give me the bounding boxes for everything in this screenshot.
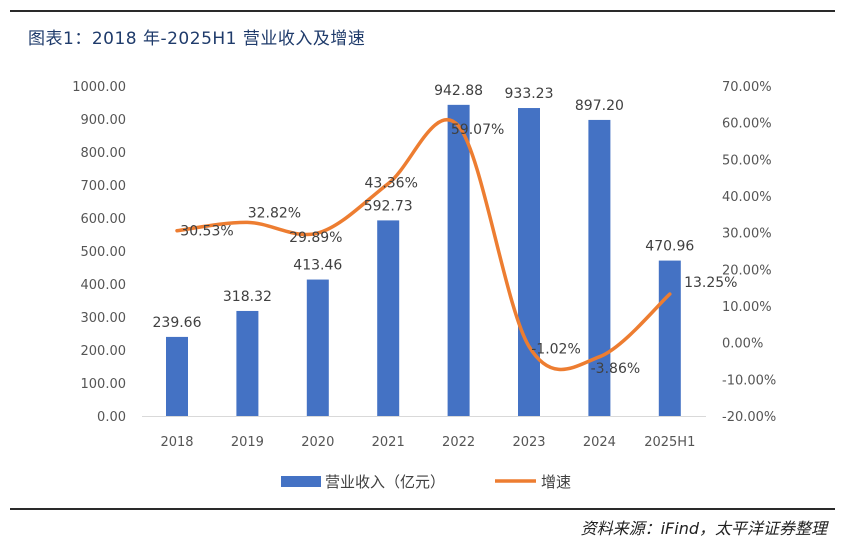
chart-title: 图表1：2018 年-2025H1 营业收入及增速 (28, 29, 366, 49)
growth-value-label: 30.53% (180, 224, 233, 240)
line-labels: 30.53% 32.82% 29.89% 43.36% 59.07% -1.02% -3.8… (180, 122, 737, 377)
x-tick-label: 2023 (512, 435, 545, 450)
bar-value-label: 933.23 (505, 86, 554, 102)
left-tick-label: 300.00 (81, 311, 127, 326)
left-tick-label: 800.00 (81, 146, 127, 161)
right-tick-label: -20.00% (722, 410, 776, 425)
growth-line (175, 117, 672, 372)
revenue-bar (588, 119, 611, 416)
bar-labels: 239.66 318.32 413.46 592.73 942.88 933.23 897.… (153, 83, 695, 331)
left-tick-label: 500.00 (81, 245, 127, 260)
x-axis: 2018 2019 2020 2021 2022 2023 2024 2025H1 (142, 416, 706, 450)
bar-value-label: 239.66 (153, 315, 202, 331)
growth-value-label: 29.89% (289, 230, 342, 246)
x-tick-label: 2018 (160, 435, 193, 450)
left-tick-label: 1000.00 (72, 80, 126, 95)
growth-value-label: -1.02% (531, 341, 581, 357)
legend-bar-swatch (281, 476, 321, 487)
revenue-growth-chart: 0.00 100.00 200.00 300.00 400.00 500.00 600.00… (72, 80, 776, 491)
revenue-bar (306, 279, 329, 416)
revenue-bar (518, 108, 540, 416)
x-tick-label: 2021 (372, 435, 405, 450)
x-tick-label: 2019 (231, 435, 264, 450)
bar-value-label: 318.32 (223, 289, 272, 305)
x-tick-label: 2025H1 (644, 435, 695, 450)
source-note: 资料来源：iFind，太平洋证券整理 (580, 519, 827, 538)
x-tick-label: 2020 (301, 435, 334, 450)
revenue-bar (166, 336, 188, 416)
left-tick-label: 400.00 (81, 278, 127, 293)
revenue-bar (236, 310, 259, 416)
bar-value-label: 897.20 (575, 98, 624, 114)
bar-value-label: 413.46 (293, 258, 342, 274)
left-tick-label: 600.00 (81, 212, 127, 227)
revenue-bar (658, 260, 681, 416)
left-tick-label: 100.00 (81, 377, 127, 392)
growth-value-label: 32.82% (248, 205, 301, 221)
bar-value-label: 942.88 (434, 83, 483, 99)
bar-value-label: 470.96 (645, 239, 694, 255)
growth-value-label: 59.07% (451, 122, 504, 138)
x-tick-label: 2022 (442, 435, 475, 450)
left-tick-label: 0.00 (97, 410, 126, 425)
right-tick-label: 50.00% (722, 153, 772, 168)
legend-line-label: 增速 (541, 473, 571, 491)
right-tick-label: 60.00% (722, 117, 772, 132)
left-axis: 0.00 100.00 200.00 300.00 400.00 500.00 600.00… (72, 80, 126, 425)
left-tick-label: 700.00 (81, 179, 127, 194)
growth-value-label: 13.25% (684, 275, 737, 291)
growth-value-label: -3.86% (591, 361, 641, 377)
revenue-bar (447, 104, 470, 416)
right-axis: -20.00% -10.00% 0.00% 10.00% 20.00% 30.00% 40.… (722, 80, 776, 425)
x-tick-label: 2024 (583, 435, 616, 450)
legend: 营业收入（亿元） 增速 (281, 473, 571, 491)
right-tick-label: 10.00% (722, 300, 772, 315)
revenue-bar (377, 220, 400, 416)
growth-value-label: 43.36% (365, 176, 418, 192)
bottom-rule (10, 508, 835, 510)
legend-bar-label: 营业收入（亿元） (325, 473, 445, 491)
right-tick-label: 40.00% (722, 190, 772, 205)
right-tick-label: 0.00% (722, 337, 763, 352)
bar-value-label: 592.73 (364, 198, 413, 214)
top-rule (10, 10, 835, 12)
right-tick-label: 30.00% (722, 227, 772, 242)
right-tick-label: -10.00% (722, 373, 776, 388)
right-tick-label: 70.00% (722, 80, 772, 95)
left-tick-label: 900.00 (81, 113, 127, 128)
right-tick-label: 20.00% (722, 263, 772, 278)
left-tick-label: 200.00 (81, 344, 127, 359)
